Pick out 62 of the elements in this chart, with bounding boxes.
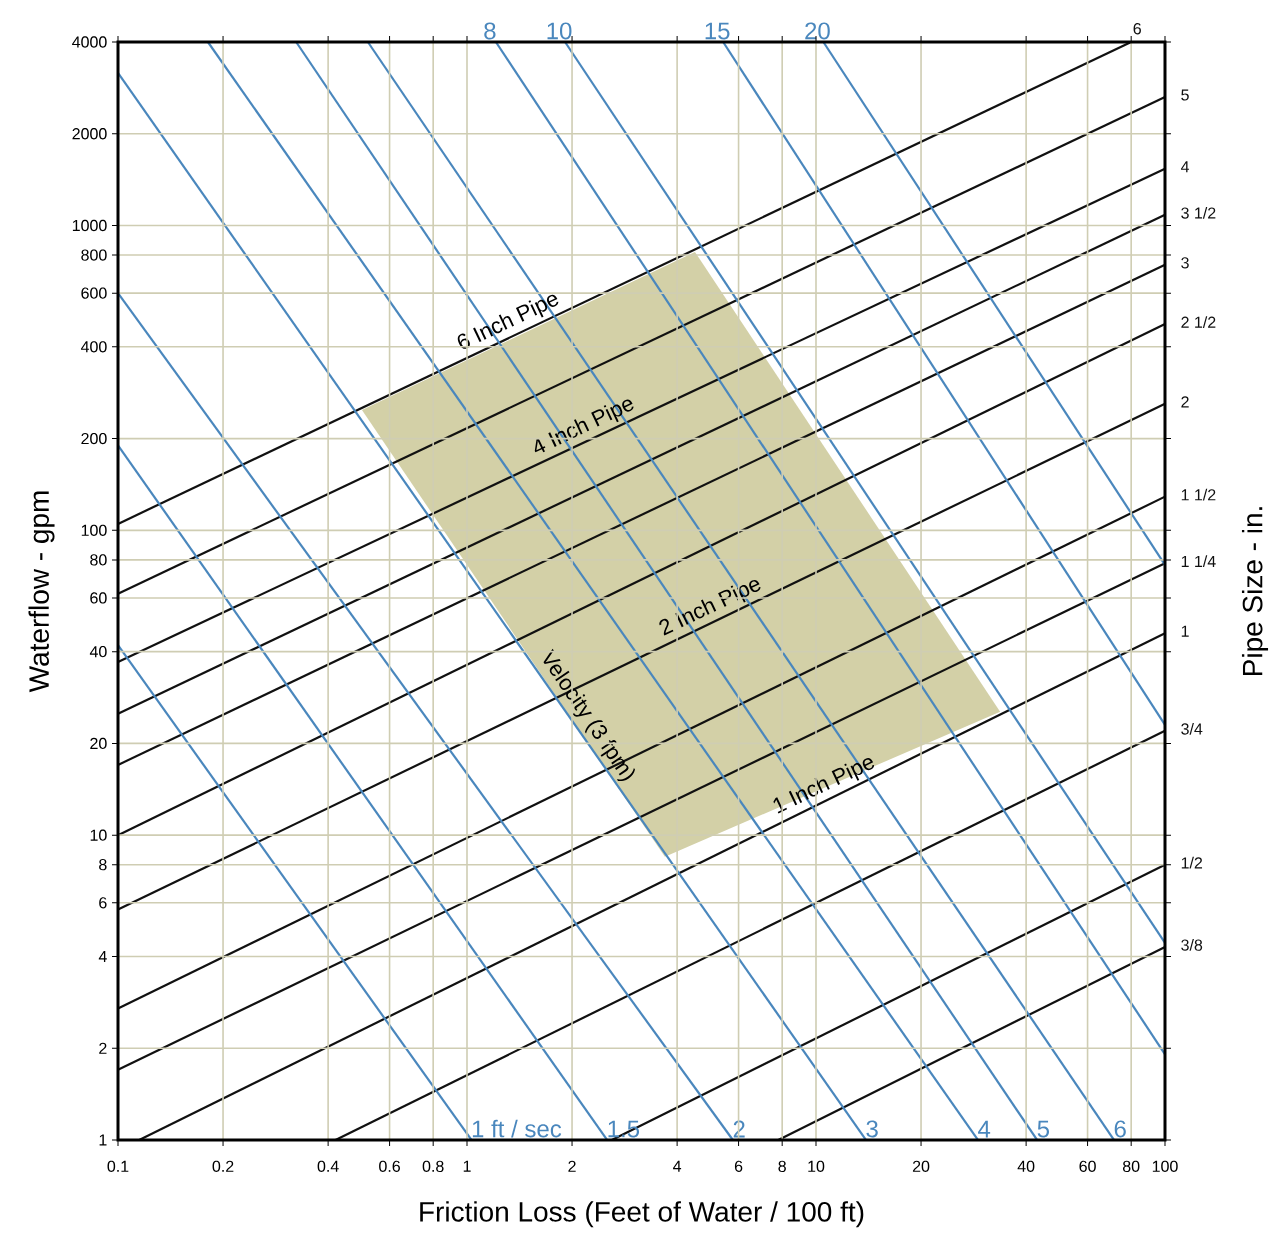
series-label: 5: [1181, 89, 1189, 101]
y-tick-label: 2: [99, 1042, 107, 1054]
series-label: 15: [705, 22, 730, 40]
y-tick-label: 20: [90, 737, 107, 750]
x-tick-label: 2: [568, 1160, 576, 1172]
y-tick-label: 1000: [72, 219, 107, 232]
x-tick-label: 1: [463, 1160, 471, 1172]
series-label: 4: [1180, 161, 1190, 173]
x-axis-title: Friction Loss (Feet of Water / 100 ft): [420, 1201, 864, 1228]
x-tick-label: 8: [778, 1160, 786, 1172]
series-label: 3: [866, 1120, 878, 1138]
x-tick-label: 80: [1122, 1160, 1140, 1172]
series-label: 5: [1037, 1120, 1050, 1138]
y-tick-label: 8: [99, 859, 107, 871]
series-label: 3/4: [1181, 722, 1203, 735]
series-label: 3/8: [1181, 939, 1203, 951]
y-tick-label: 200: [81, 432, 107, 445]
series-label: 3: [1181, 257, 1189, 269]
series-label: 4: [978, 1120, 991, 1138]
series-label: 1 1/2: [1181, 488, 1216, 501]
y-tick-label: 100: [81, 524, 107, 536]
x-tick-label: 0.2: [212, 1160, 234, 1172]
x-tick-label: 0.4: [317, 1160, 339, 1172]
y-tick-label: 800: [81, 249, 107, 261]
annotation: 4 Inch Pipe: [534, 399, 634, 453]
series-label: 2: [1181, 396, 1189, 408]
y-tick-label: 10: [90, 829, 107, 841]
x-tick-label: 60: [1079, 1160, 1096, 1172]
y-axis-title: Waterflow - gpm: [28, 491, 55, 693]
y-tick-label: 2000: [72, 128, 107, 140]
annotation: 2 Inch Pipe: [659, 579, 761, 636]
series-label: 1 ft / sec: [472, 1119, 562, 1138]
x-tick-label: 20: [912, 1160, 930, 1172]
x-tick-label: 40: [1017, 1160, 1035, 1172]
y-tick-label: 6: [99, 897, 107, 909]
y-tick-label: 80: [90, 554, 107, 566]
x-tick-label: 0.6: [379, 1160, 400, 1172]
y-tick-label: 1: [99, 1134, 107, 1146]
x-tick-label: 10: [808, 1160, 825, 1172]
x-tick-label: 100: [1152, 1160, 1178, 1172]
series-label: 3 1/2: [1181, 206, 1216, 219]
series-label: 20: [805, 22, 830, 40]
x-tick-label: 0.8: [422, 1160, 444, 1172]
series-label: 10: [547, 22, 572, 40]
series-label: 6: [1133, 23, 1141, 35]
series-label: 2 1/2: [1181, 316, 1216, 328]
series-label: 1 1/4: [1181, 555, 1216, 568]
series-label: 8: [484, 22, 496, 40]
y-tick-label: 40: [89, 645, 107, 658]
series-label: 1/2: [1181, 856, 1203, 869]
y-tick-label: 60: [90, 592, 107, 604]
y-tick-label: 4000: [72, 36, 107, 48]
y2-axis-title: Pipe Size - in.: [1241, 507, 1269, 676]
x-tick-label: 6: [734, 1160, 743, 1172]
y-tick-label: 4: [98, 950, 107, 962]
x-tick-label: 4: [673, 1160, 682, 1172]
x-tick-label: 0.1: [107, 1160, 129, 1172]
series-label: 1: [1181, 625, 1189, 637]
y-tick-label: 600: [81, 287, 107, 299]
annotation: 1 Inch Pipe: [773, 758, 875, 814]
series-label: 6: [1114, 1120, 1126, 1138]
y-tick-label: 400: [80, 341, 107, 353]
